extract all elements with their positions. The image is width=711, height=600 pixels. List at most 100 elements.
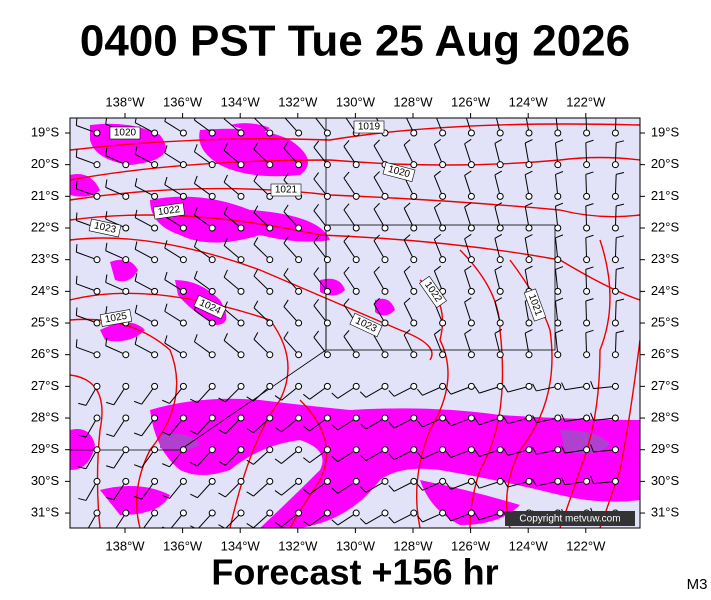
barb-flag <box>193 334 198 342</box>
barb-flag <box>474 386 480 394</box>
barb-shaft <box>422 417 443 428</box>
barb-flag <box>434 234 442 240</box>
barb-shaft <box>464 333 472 355</box>
barb-shaft <box>223 340 242 356</box>
barb-shaft <box>253 417 271 434</box>
barb-flag <box>524 234 533 239</box>
barb-shaft <box>309 512 328 527</box>
barb-shaft <box>343 241 357 260</box>
barb-shaft <box>373 145 386 165</box>
barb-shaft <box>593 417 616 421</box>
barb-flag <box>403 234 411 241</box>
barb-shaft <box>76 315 98 324</box>
barb-shaft <box>134 280 155 292</box>
barb-station <box>439 351 447 359</box>
barb-station <box>496 129 504 137</box>
barb-station <box>554 161 562 169</box>
barb-station <box>208 161 216 169</box>
barb-flag <box>417 420 423 428</box>
barb-station <box>439 319 447 327</box>
barb-station <box>266 382 274 390</box>
lon-label: 136°W <box>163 94 203 109</box>
barb-shaft <box>76 283 98 292</box>
barb-shaft <box>433 175 444 197</box>
barb-flag <box>445 482 452 490</box>
lat-label: 26°S <box>651 346 680 361</box>
barb-flag <box>417 515 423 523</box>
barb-flag <box>616 140 625 144</box>
barb-shaft <box>164 279 184 292</box>
barb-flag <box>403 297 411 304</box>
barb-station <box>496 224 504 232</box>
barb-flag <box>134 273 138 282</box>
barb-station <box>381 414 389 422</box>
barb-shaft <box>585 206 588 229</box>
barb-flag <box>616 267 625 270</box>
barb-flag <box>134 241 138 250</box>
barb-shaft <box>564 480 587 486</box>
barb-station <box>467 319 475 327</box>
barb-station <box>179 192 187 200</box>
barb-flag <box>133 495 142 500</box>
barb-shaft <box>393 385 415 397</box>
barb-station <box>583 192 591 200</box>
barb-flag <box>616 330 625 334</box>
barb-flag <box>78 402 87 406</box>
barb-shaft <box>134 248 155 261</box>
barb-flag <box>313 140 320 148</box>
barb-station <box>496 351 504 359</box>
lon-label: 128°W <box>393 94 433 109</box>
barb-flag <box>105 306 108 315</box>
barb-shaft <box>253 480 271 497</box>
barb-flag <box>193 239 198 247</box>
barb-flag <box>218 429 226 435</box>
barb-flag <box>503 479 509 488</box>
barb-shaft <box>614 301 617 324</box>
barb-flag <box>524 329 533 334</box>
barb-shaft <box>555 142 559 165</box>
barb-flag <box>590 412 594 421</box>
lat-label: 19°S <box>651 124 680 139</box>
barb-station <box>583 351 591 359</box>
barb-flag <box>464 233 472 240</box>
barb-shaft <box>225 386 242 403</box>
barb-station <box>151 224 159 232</box>
barb-shaft <box>524 237 530 260</box>
barb-shaft <box>524 269 530 292</box>
barb-flag <box>590 381 594 389</box>
barb-flag <box>373 266 380 273</box>
lon-label: 124°W <box>509 538 549 553</box>
barb-shaft <box>343 146 357 165</box>
barb-shaft <box>194 341 213 356</box>
barb-station <box>93 287 101 295</box>
barb-station <box>179 446 187 454</box>
barb-flag <box>331 424 339 431</box>
barb-shaft <box>373 303 386 324</box>
barb-shaft <box>281 385 299 401</box>
barb-shaft <box>313 242 328 260</box>
axis-labels: 138°W 138°W 136°W 136°W 134°W 134°W 132°W 132°W… <box>31 94 680 553</box>
barb-flag <box>75 118 78 126</box>
barb-station <box>323 129 331 137</box>
barb-shaft <box>76 156 98 166</box>
barb-station <box>208 414 216 422</box>
barb-shaft <box>524 332 530 355</box>
barb-shaft <box>134 217 155 229</box>
barb-station <box>583 287 591 295</box>
barb-shaft <box>76 125 98 134</box>
barb-station <box>611 319 619 327</box>
barb-station <box>381 319 389 327</box>
barb-shaft <box>464 238 472 260</box>
barb-shaft <box>253 339 271 356</box>
barb-shaft <box>494 143 501 165</box>
barb-shaft <box>253 180 271 197</box>
barb-station <box>410 287 418 295</box>
barb-flag <box>313 330 320 338</box>
barb-shaft <box>343 272 357 292</box>
barb-shaft <box>614 118 617 134</box>
barb-flag <box>343 171 350 179</box>
barb-flag <box>274 521 282 528</box>
copyright-bg <box>505 511 635 526</box>
barb-flag <box>134 146 138 155</box>
barb-station <box>381 382 389 390</box>
